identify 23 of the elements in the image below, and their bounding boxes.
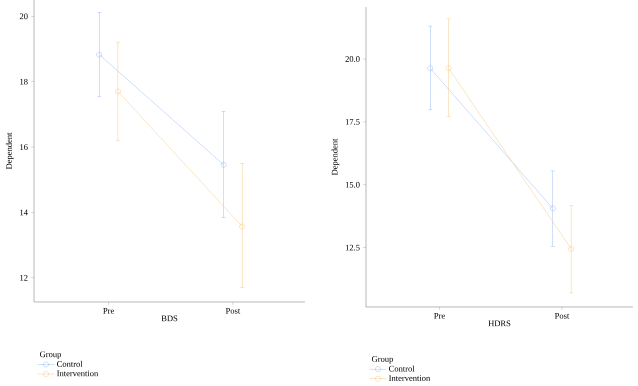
legend-label: Control: [57, 360, 82, 367]
y-tick-label: 18: [20, 78, 28, 85]
x-axis-title: BDS: [161, 316, 178, 322]
y-tick-label: 14: [20, 210, 28, 216]
x-tick-label: Post: [554, 313, 570, 319]
y-tick-label: 17.5: [346, 119, 360, 125]
legend-label: Intervention: [388, 375, 430, 381]
x-tick-label: Post: [226, 308, 240, 314]
x-tick-label: Pre: [103, 308, 114, 314]
y-axis-title: Dependent: [6, 132, 14, 170]
legend-label: Intervention: [56, 370, 98, 376]
y-tick-label: 12: [20, 274, 28, 281]
x-axis-title: HDRS: [488, 320, 510, 326]
y-tick-label: 20.0: [345, 56, 360, 62]
y-tick-label: 16: [20, 144, 28, 150]
legend-title: Group: [372, 356, 393, 364]
legend-label: Control: [389, 366, 414, 372]
x-tick-label: Pre: [434, 313, 445, 319]
y-axis-title: Dependent: [332, 138, 340, 176]
y-tick-label: 12.5: [346, 244, 360, 251]
y-tick-label: 20: [20, 13, 28, 20]
legend-title: Group: [40, 351, 61, 359]
y-tick-label: 15.0: [346, 182, 360, 188]
